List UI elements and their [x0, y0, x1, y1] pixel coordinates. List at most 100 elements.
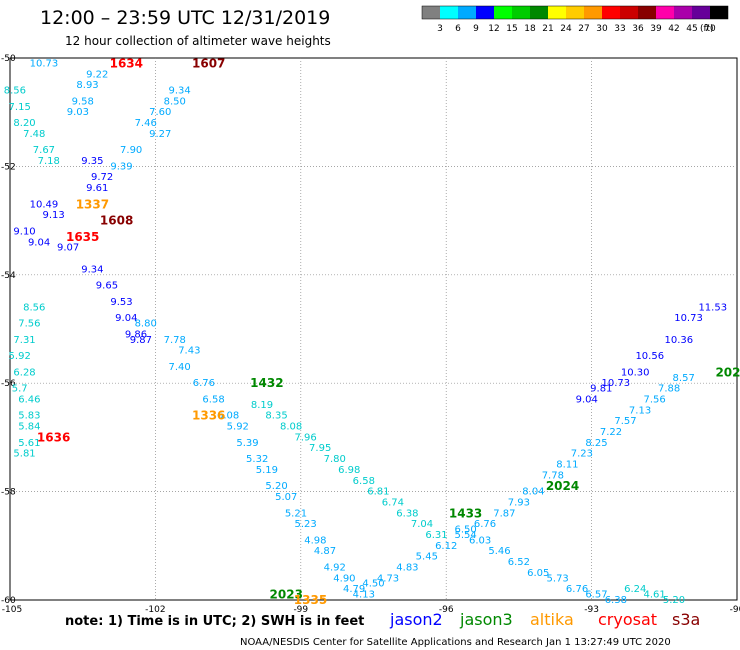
wave-value-jason2: 10.36 — [665, 335, 694, 346]
scale-label: 9 — [473, 24, 479, 34]
wave-value-cryosat: 5.83 — [18, 411, 40, 422]
scale-swatch — [422, 6, 440, 19]
wave-value-jason3: 5.92 — [227, 422, 249, 433]
scale-swatch — [476, 6, 494, 19]
wave-value-jason3: 5.46 — [488, 546, 510, 557]
scale-swatch — [584, 6, 602, 19]
wave-value-cryosat: 8.56 — [4, 86, 26, 97]
wave-value-cryosat: 8.20 — [13, 118, 35, 129]
wave-value-jason3: 5.45 — [416, 552, 438, 563]
wave-value-cryosat: 7.31 — [13, 335, 35, 346]
axis-ticks: -105 -102 -99 -96 -93 -90 -50 -52 -54 -56 -58 -60 — [1, 54, 740, 615]
wave-value-jason2: 10.30 — [621, 367, 650, 378]
color-scale: 3 6 9 12 15 18 21 24 27 30 33 36 39 42 45 70 — [421, 5, 729, 34]
wave-value-jason3: 5.73 — [547, 573, 569, 584]
pass-time-label: 1634 — [110, 56, 143, 70]
pass-time-label: 1636 — [37, 430, 70, 444]
wave-value-cryosat: 6.46 — [18, 394, 40, 405]
wave-value-jason3: 8.57 — [673, 373, 695, 384]
wave-value-jason3: 6.58 — [202, 394, 224, 405]
scale-swatch — [458, 6, 476, 19]
wave-value-jason3: 5.21 — [285, 508, 307, 519]
y-tick-label: -54 — [1, 271, 16, 281]
wave-value-jason3: 8.93 — [76, 80, 98, 91]
wave-value-jason3: 8.04 — [522, 487, 544, 498]
wave-value-jason3: 4.87 — [314, 546, 336, 557]
wave-value-cryosat: 5.61 — [18, 438, 40, 449]
wave-value-jason3: 7.23 — [571, 449, 593, 460]
wave-value-jason2: 9.86 — [125, 329, 147, 340]
scale-label: 36 — [632, 24, 644, 34]
grid-lines — [10, 58, 737, 600]
wave-value-cryosat: 6.24 — [624, 584, 646, 595]
wave-value-jason2: 9.81 — [590, 384, 612, 395]
wave-value-cryosat: 6.28 — [13, 367, 35, 378]
wave-value-jason2: 11.53 — [698, 302, 727, 313]
pass-time-label: 1635 — [66, 230, 99, 244]
y-tick-label: -56 — [1, 379, 16, 389]
pass-time-label: 1433 — [449, 506, 482, 520]
x-tick-label: -102 — [145, 605, 165, 615]
wave-value-cryosat: 7.18 — [38, 156, 60, 167]
wave-value-jason3: 4.50 — [362, 579, 384, 590]
wave-value-cryosat: 6.58 — [353, 476, 375, 487]
scale-swatch — [692, 6, 710, 19]
wave-value-jason3: 8.50 — [164, 96, 186, 107]
wave-value-jason3: 4.13 — [353, 590, 375, 601]
wave-value-jason2: 9.72 — [91, 172, 113, 183]
wave-value-cryosat: 8.35 — [265, 411, 287, 422]
chart-title: 12:00 – 23:59 UTC 12/31/2019 — [40, 7, 330, 29]
wave-value-jason3: 4.92 — [324, 562, 346, 573]
wave-value-jason2: 9.04 — [28, 237, 50, 248]
wave-value-jason3: 5.19 — [256, 465, 278, 476]
x-tick-label: -99 — [293, 605, 308, 615]
scale-swatch — [530, 6, 548, 19]
wave-value-jason3: 7.13 — [629, 405, 651, 416]
wave-value-jason3: 5.39 — [236, 438, 258, 449]
wave-value-jason3: 7.93 — [508, 497, 530, 508]
wave-value-jason2: 9.87 — [130, 335, 152, 346]
scale-label: 18 — [524, 24, 536, 34]
wave-value-jason2: 9.04 — [115, 313, 137, 324]
wave-value-cryosat: 5.20 — [663, 595, 685, 606]
chart-subtitle: 12 hour collection of altimeter wave hei… — [65, 34, 331, 48]
wave-value-jason3: 6.05 — [527, 568, 549, 579]
y-tick-label: -60 — [1, 596, 16, 606]
wave-value-jason3: 6.08 — [217, 411, 239, 422]
wave-value-cryosat: 5.7 — [12, 384, 28, 395]
wave-value-jason3: 7.60 — [149, 107, 171, 118]
wave-value-cryosat: 8.56 — [23, 302, 45, 313]
color-scale-unit: (ft) — [700, 24, 714, 34]
wave-value-cryosat: 4.61 — [643, 590, 665, 601]
x-tick-label: -90 — [730, 605, 740, 615]
scale-label: 39 — [650, 24, 662, 34]
wave-value-jason3: 6.76 — [474, 519, 496, 530]
footer-note: note: 1) Time is in UTC; 2) SWH is in fe… — [65, 614, 364, 629]
legend-jason2: jason2 — [389, 610, 443, 629]
scale-swatch — [566, 6, 584, 19]
wave-value-cryosat: 7.95 — [309, 443, 331, 454]
wave-value-cryosat: 7.04 — [411, 519, 433, 530]
wave-value-jason3: 7.87 — [493, 508, 515, 519]
scale-swatch — [656, 6, 674, 19]
scale-label: 15 — [506, 24, 517, 34]
wave-value-jason2: 9.61 — [86, 183, 108, 194]
pass-time-label: 1608 — [100, 214, 133, 228]
wave-value-jason3: 6.76 — [193, 378, 215, 389]
wave-value-jason2: 9.04 — [576, 394, 598, 405]
scale-swatch — [602, 6, 620, 19]
wave-value-jason3: 7.56 — [643, 394, 665, 405]
wave-value-jason3: 5.23 — [295, 519, 317, 530]
x-tick-label: -96 — [439, 605, 454, 615]
plot-frame — [9, 57, 738, 601]
footer-credit: NOAA/NESDIS Center for Satellite Applica… — [240, 637, 671, 648]
scale-label: 21 — [542, 24, 553, 34]
wave-value-jason3: 6.52 — [508, 557, 530, 568]
pass-time-label: 1335 — [294, 593, 327, 607]
wave-value-jason3: 5.20 — [265, 481, 287, 492]
wave-value-cryosat: 7.48 — [23, 129, 45, 140]
wave-value-jason3: 4.79 — [343, 584, 365, 595]
scale-swatch — [620, 6, 638, 19]
